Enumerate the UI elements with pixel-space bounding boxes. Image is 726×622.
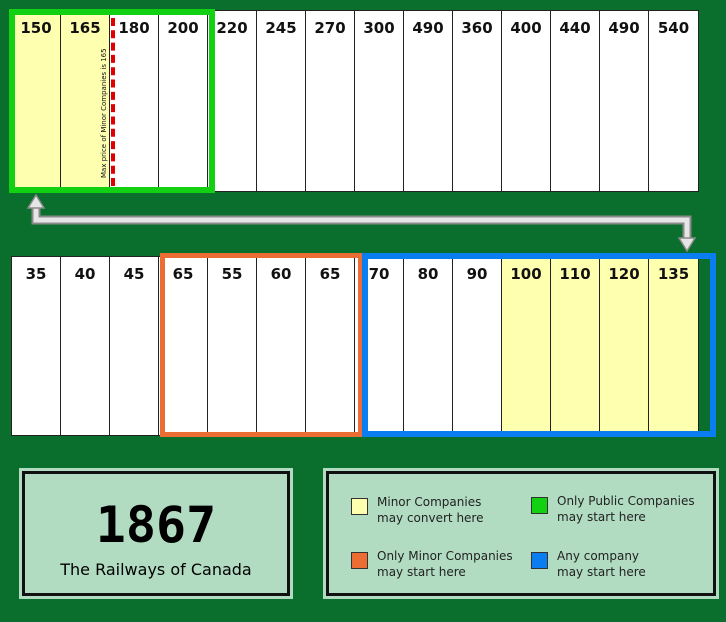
double-arrow-connector bbox=[26, 193, 697, 253]
price-cell: 165 bbox=[61, 11, 110, 191]
price-cell: 135 bbox=[649, 257, 698, 435]
price-cell: 270 bbox=[306, 11, 355, 191]
legend-line: Minor Companies bbox=[377, 495, 482, 509]
arrow-head-up bbox=[26, 193, 46, 209]
price-cell: 200 bbox=[159, 11, 208, 191]
legend-item-convert: Minor Companies may convert here bbox=[351, 494, 527, 526]
legend-line: Only Public Companies bbox=[557, 494, 695, 508]
legend-swatch-orange bbox=[351, 552, 368, 569]
legend-item-public: Only Public Companies may start here bbox=[531, 493, 707, 525]
legend-swatch-green bbox=[531, 497, 548, 514]
legend-text: Only Public Companies may start here bbox=[557, 493, 707, 525]
price-cell: 45 bbox=[110, 257, 159, 435]
price-cell: 245 bbox=[257, 11, 306, 191]
price-cell: 65 bbox=[159, 257, 208, 435]
price-cell: 440 bbox=[551, 11, 600, 191]
legend-line: may start here bbox=[557, 510, 646, 524]
title-panel: 1867 The Railways of Canada bbox=[19, 468, 293, 599]
price-cell: 65 bbox=[306, 257, 355, 435]
bottom-price-row: 35 40 45 65 55 60 65 70 80 90 100 110 12… bbox=[11, 256, 699, 436]
price-cell: 220 bbox=[208, 11, 257, 191]
price-cell: 60 bbox=[257, 257, 306, 435]
price-cell: 100 bbox=[502, 257, 551, 435]
price-cell: 300 bbox=[355, 11, 404, 191]
top-price-row: 150 165 180 200 220 245 270 300 490 360 … bbox=[11, 10, 699, 192]
price-cell: 490 bbox=[600, 11, 649, 191]
price-cell: 360 bbox=[453, 11, 502, 191]
legend-item-any: Any company may start here bbox=[531, 548, 707, 580]
game-subtitle: The Railways of Canada bbox=[60, 560, 252, 579]
legend-item-minor: Only Minor Companies may start here bbox=[351, 548, 527, 580]
price-cell: 35 bbox=[12, 257, 61, 435]
legend-line: may start here bbox=[377, 565, 466, 579]
game-year-title: 1867 bbox=[95, 496, 217, 554]
legend-text: Only Minor Companies may start here bbox=[377, 548, 527, 580]
legend-swatch-yellow bbox=[351, 498, 368, 515]
price-cell: 55 bbox=[208, 257, 257, 435]
legend-text: Minor Companies may convert here bbox=[377, 494, 527, 526]
legend-line: Only Minor Companies bbox=[377, 549, 513, 563]
max-price-line bbox=[111, 18, 115, 186]
legend-line: Any company bbox=[557, 549, 640, 563]
price-cell: 150 bbox=[12, 11, 61, 191]
price-cell: 70 bbox=[355, 257, 404, 435]
arrow-head-down bbox=[677, 237, 697, 253]
price-cell: 110 bbox=[551, 257, 600, 435]
price-cell: 80 bbox=[404, 257, 453, 435]
price-cell: 40 bbox=[61, 257, 110, 435]
legend-panel: Minor Companies may convert here Only Pu… bbox=[323, 468, 719, 599]
price-cell: 400 bbox=[502, 11, 551, 191]
legend-line: may start here bbox=[557, 565, 646, 579]
price-cell: 540 bbox=[649, 11, 698, 191]
legend-line: may convert here bbox=[377, 511, 484, 525]
price-cell: 180 bbox=[110, 11, 159, 191]
price-cell: 90 bbox=[453, 257, 502, 435]
legend-swatch-blue bbox=[531, 552, 548, 569]
legend-text: Any company may start here bbox=[557, 548, 707, 580]
price-cell: 490 bbox=[404, 11, 453, 191]
price-cell: 120 bbox=[600, 257, 649, 435]
